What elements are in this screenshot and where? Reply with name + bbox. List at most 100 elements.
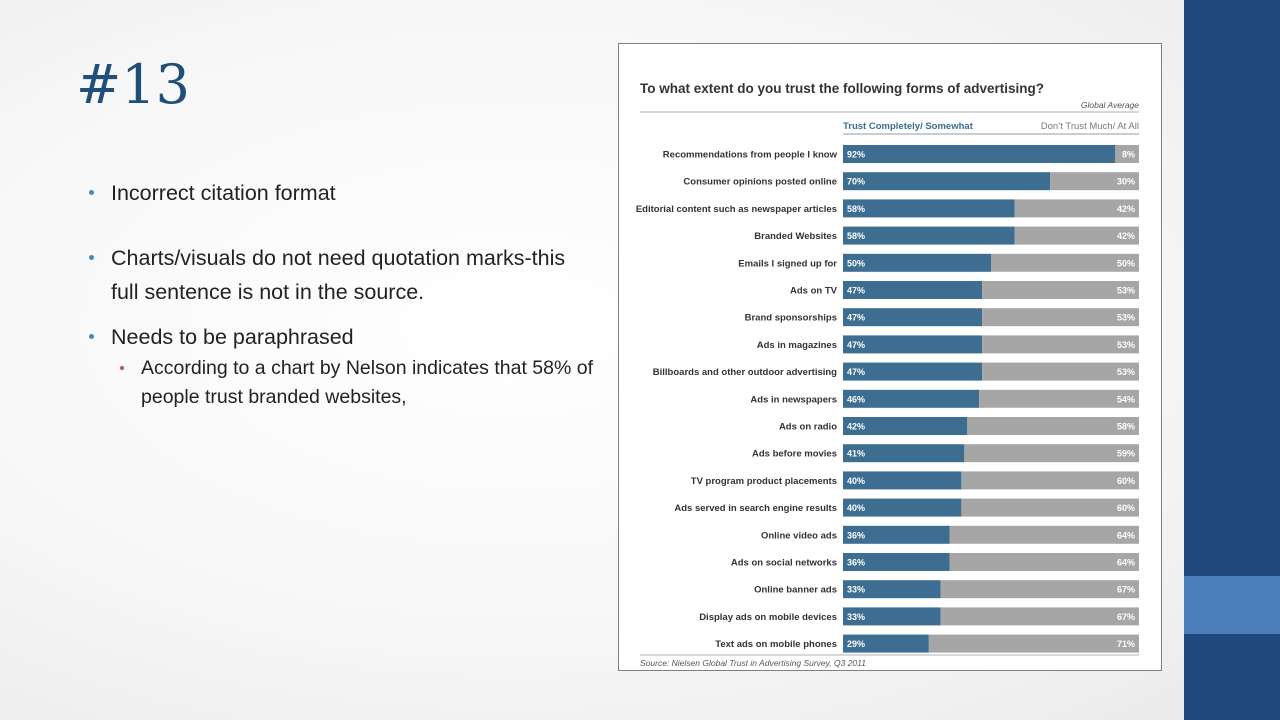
bar-distrust bbox=[991, 253, 1139, 272]
category-label: Brand sponsorships bbox=[745, 313, 837, 324]
chart-subtitle: Global Average bbox=[1081, 100, 1139, 110]
bar-trust bbox=[843, 308, 983, 327]
category-label: Editorial content such as newspaper arti… bbox=[636, 204, 837, 215]
category-label: Ads on social networks bbox=[731, 558, 837, 569]
category-label: Recommendations from people I know bbox=[663, 150, 838, 161]
bar-distrust bbox=[1014, 226, 1139, 245]
bar-trust bbox=[843, 335, 983, 354]
data-label-trust: 40% bbox=[847, 476, 865, 486]
bar-trust bbox=[843, 607, 941, 626]
bar-distrust bbox=[1115, 145, 1139, 163]
data-label-trust: 36% bbox=[847, 530, 865, 540]
sidebar-accent-block bbox=[1184, 576, 1280, 634]
bar-distrust bbox=[961, 471, 1139, 490]
data-label-trust: 47% bbox=[847, 367, 865, 377]
data-label-distrust: 42% bbox=[1117, 204, 1135, 214]
data-label-distrust: 71% bbox=[1117, 639, 1135, 649]
data-label-distrust: 64% bbox=[1117, 530, 1135, 540]
chart-title: To what extent do you trust the followin… bbox=[640, 81, 1044, 96]
bullet-item: Charts/visuals do not need quotation mar… bbox=[86, 241, 596, 309]
data-label-trust: 33% bbox=[847, 612, 865, 622]
data-label-distrust: 50% bbox=[1117, 258, 1135, 268]
bar-trust bbox=[843, 417, 968, 435]
data-label-distrust: 30% bbox=[1117, 177, 1135, 187]
data-label-distrust: 53% bbox=[1117, 340, 1135, 350]
data-label-trust: 33% bbox=[847, 585, 865, 595]
legend-label-distrust: Don’t Trust Much/ At All bbox=[1041, 121, 1139, 132]
chart-source: Source: Nielsen Global Trust in Advertis… bbox=[640, 658, 866, 668]
category-label: Text ads on mobile phones bbox=[715, 639, 837, 650]
category-label: Online banner ads bbox=[754, 585, 837, 596]
bar-distrust bbox=[961, 498, 1139, 517]
category-label: Branded Websites bbox=[754, 231, 837, 242]
bullet-item: Needs to be paraphrased bbox=[86, 320, 596, 354]
bar-trust bbox=[843, 525, 950, 544]
bar-trust bbox=[843, 253, 991, 272]
bar-trust bbox=[843, 172, 1051, 191]
data-label-distrust: 53% bbox=[1117, 286, 1135, 296]
data-label-distrust: 60% bbox=[1117, 476, 1135, 486]
bar-trust bbox=[843, 281, 983, 299]
bar-distrust bbox=[949, 525, 1139, 544]
bar-distrust bbox=[982, 281, 1139, 299]
bar-distrust bbox=[982, 362, 1139, 381]
data-label-trust: 40% bbox=[847, 503, 865, 513]
data-label-distrust: 42% bbox=[1117, 231, 1135, 241]
data-label-trust: 46% bbox=[847, 394, 865, 404]
bar-distrust bbox=[949, 553, 1139, 571]
bar-distrust bbox=[979, 389, 1139, 408]
bullet-list: Incorrect citation format Charts/visuals… bbox=[86, 176, 596, 412]
bar-trust bbox=[843, 498, 962, 517]
chart-image-frame: To what extent do you trust the followin… bbox=[618, 43, 1162, 671]
bar-distrust bbox=[940, 580, 1139, 599]
category-label: Display ads on mobile devices bbox=[699, 612, 837, 623]
bar-trust bbox=[843, 226, 1015, 245]
data-label-trust: 36% bbox=[847, 558, 865, 568]
data-label-distrust: 8% bbox=[1122, 150, 1135, 160]
data-label-trust: 58% bbox=[847, 231, 865, 241]
category-label: Ads served in search engine results bbox=[674, 503, 837, 514]
data-label-distrust: 53% bbox=[1117, 367, 1135, 377]
bar-distrust bbox=[982, 308, 1139, 327]
bar-trust bbox=[843, 471, 962, 490]
data-label-trust: 92% bbox=[847, 150, 865, 160]
category-label: Online video ads bbox=[761, 530, 837, 541]
category-label: Ads on radio bbox=[779, 422, 837, 433]
category-label: Consumer opinions posted online bbox=[683, 177, 837, 188]
trust-advertising-chart: To what extent do you trust the followin… bbox=[636, 81, 1139, 668]
sub-bullet-item: According to a chart by Nelson indicates… bbox=[118, 354, 596, 412]
slide-title: #13 bbox=[76, 53, 190, 116]
data-label-distrust: 60% bbox=[1117, 503, 1135, 513]
data-label-trust: 47% bbox=[847, 340, 865, 350]
data-label-distrust: 54% bbox=[1117, 394, 1135, 404]
category-label: Ads in newspapers bbox=[750, 394, 837, 405]
data-label-trust: 58% bbox=[847, 204, 865, 214]
bar-trust bbox=[843, 199, 1015, 218]
bar-trust bbox=[843, 389, 980, 408]
data-label-trust: 50% bbox=[847, 258, 865, 268]
data-label-trust: 70% bbox=[847, 177, 865, 187]
category-label: TV program product placements bbox=[691, 476, 837, 487]
bullet-item: Incorrect citation format bbox=[86, 176, 596, 210]
data-label-trust: 42% bbox=[847, 422, 865, 432]
data-label-distrust: 67% bbox=[1117, 612, 1135, 622]
category-label: Ads in magazines bbox=[757, 340, 837, 351]
data-label-distrust: 53% bbox=[1117, 313, 1135, 323]
data-label-trust: 47% bbox=[847, 313, 865, 323]
bar-trust bbox=[843, 145, 1116, 163]
bar-distrust bbox=[982, 335, 1139, 354]
category-label: Ads before movies bbox=[752, 449, 837, 460]
data-label-distrust: 64% bbox=[1117, 558, 1135, 568]
data-label-trust: 47% bbox=[847, 286, 865, 296]
bar-distrust bbox=[1014, 199, 1139, 218]
bar-distrust bbox=[1050, 172, 1139, 191]
data-label-trust: 41% bbox=[847, 449, 865, 459]
category-label: Ads on TV bbox=[790, 286, 838, 297]
data-label-distrust: 67% bbox=[1117, 585, 1135, 595]
bar-trust bbox=[843, 362, 983, 381]
bar-distrust bbox=[928, 634, 1139, 653]
legend-label-trust: Trust Completely/ Somewhat bbox=[843, 121, 974, 132]
data-label-distrust: 59% bbox=[1117, 449, 1135, 459]
bar-distrust bbox=[940, 607, 1139, 626]
data-label-distrust: 58% bbox=[1117, 422, 1135, 432]
